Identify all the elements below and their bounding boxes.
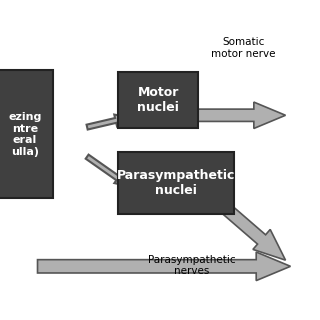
Text: ezing
ntre
eral
ulla): ezing ntre eral ulla) bbox=[8, 112, 42, 157]
FancyBboxPatch shape bbox=[0, 70, 53, 198]
Text: Somatic
motor nerve: Somatic motor nerve bbox=[211, 37, 276, 59]
Text: Motor
nuclei: Motor nuclei bbox=[138, 86, 179, 114]
FancyBboxPatch shape bbox=[118, 152, 234, 214]
FancyArrow shape bbox=[196, 102, 285, 128]
FancyArrow shape bbox=[37, 252, 291, 281]
FancyArrow shape bbox=[204, 189, 285, 260]
Text: Parasympathetic
nuclei: Parasympathetic nuclei bbox=[117, 169, 235, 197]
Text: Parasympathetic
nerves: Parasympathetic nerves bbox=[148, 255, 236, 276]
FancyBboxPatch shape bbox=[118, 72, 198, 128]
FancyArrow shape bbox=[86, 115, 129, 130]
FancyArrow shape bbox=[86, 155, 129, 186]
